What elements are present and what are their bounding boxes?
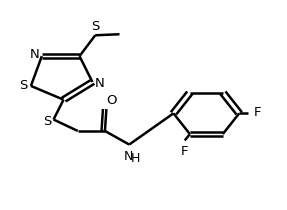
Text: S: S (20, 79, 28, 92)
Text: O: O (106, 94, 117, 107)
Text: F: F (253, 106, 261, 119)
Text: S: S (43, 115, 51, 128)
Text: S: S (91, 20, 99, 33)
Text: N: N (124, 150, 133, 163)
Text: N: N (30, 48, 40, 61)
Text: N: N (95, 77, 104, 89)
Text: F: F (181, 144, 188, 158)
Text: H: H (131, 152, 140, 165)
